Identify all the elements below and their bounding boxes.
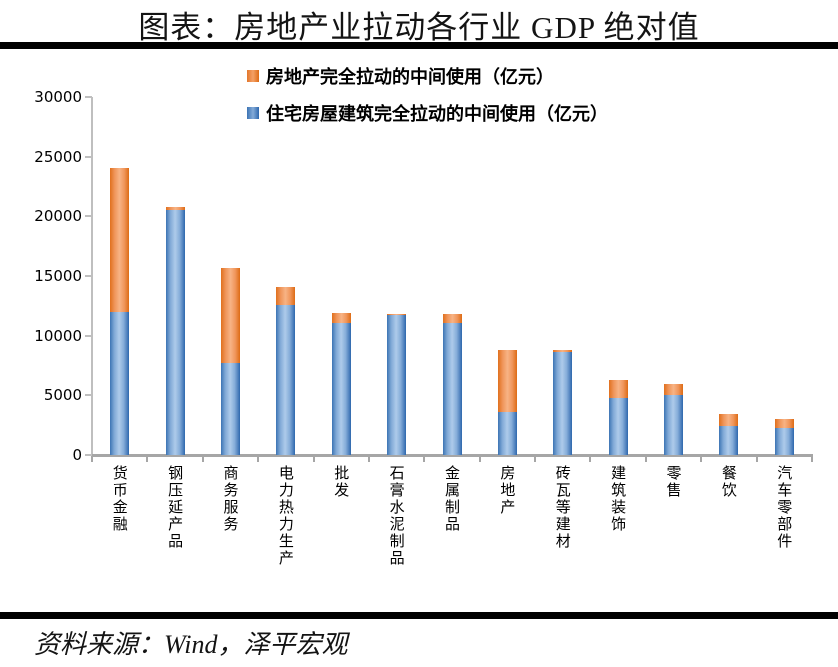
x-axis-category-label: 批发 (332, 465, 349, 499)
footer-divider (0, 612, 838, 619)
x-axis-category-label: 货币金融 (110, 465, 127, 533)
y-axis-tick (85, 334, 92, 337)
bar-segment (774, 428, 794, 455)
bar-segment (442, 322, 462, 455)
y-axis-tick (85, 394, 92, 397)
x-axis-tick (91, 457, 93, 462)
legend-label-real-estate: 房地产完全拉动的中间使用（亿元） (266, 66, 554, 87)
y-axis-tick-label: 5000 (43, 386, 82, 405)
bar-segment (331, 323, 351, 455)
legend-label-residential-building: 住宅房屋建筑完全拉动的中间使用（亿元） (266, 103, 608, 124)
bar-segment (497, 412, 517, 455)
y-axis-tick-label: 0 (72, 446, 82, 464)
y-axis-tick (85, 454, 92, 456)
x-axis-tick (367, 457, 370, 462)
y-axis-tick-label: 30000 (34, 88, 82, 106)
bar-segment (553, 349, 573, 352)
bar-segment (165, 206, 185, 211)
y-axis-tick-label: 15000 (34, 267, 82, 285)
bar-segment (442, 314, 462, 323)
bar-segment (774, 419, 794, 429)
source-note: 资料来源：Wind，泽平宏观 (34, 630, 348, 659)
title-divider (0, 42, 838, 49)
y-axis-tick (85, 155, 92, 158)
x-axis-category-label: 零售 (664, 465, 681, 499)
bar-segment (387, 313, 407, 315)
bar-segment (110, 311, 130, 455)
bar-segment (719, 414, 739, 427)
x-axis-category-label: 商务服务 (221, 465, 238, 533)
legend-swatch-orange-icon (247, 69, 259, 82)
x-axis-category-label: 石膏水泥制品 (387, 465, 404, 567)
x-axis-tick (534, 457, 537, 462)
y-axis-tick (85, 215, 92, 218)
legend-item-real-estate: 房地产完全拉动的中间使用（亿元） (247, 57, 608, 94)
page-title: 图表：房地产业拉动各行业 GDP 绝对值 (138, 10, 700, 45)
x-axis-tick (811, 457, 813, 462)
x-axis-category-label: 金属制品 (443, 465, 459, 533)
bar-segment (220, 363, 240, 455)
bar-segment (276, 304, 296, 455)
x-axis-category-label: 电力热力生产 (276, 465, 293, 567)
x-axis-tick (589, 457, 592, 462)
x-axis-tick (423, 457, 426, 462)
bar-segment (110, 168, 130, 312)
bar-segment (497, 349, 517, 413)
y-axis-tick (85, 96, 92, 98)
bar-segment (608, 397, 628, 455)
bar-segment (276, 286, 296, 305)
x-axis-tick (478, 457, 481, 462)
x-axis-category-label: 汽车零部件 (775, 465, 792, 550)
bar-segment (608, 380, 628, 398)
x-axis-tick (644, 457, 647, 462)
bar-segment (664, 395, 684, 455)
legend-swatch-blue-icon (247, 106, 259, 119)
x-axis-category-label: 钢压延产品 (166, 465, 183, 550)
x-axis-tick (312, 457, 315, 462)
bar-segment (553, 351, 573, 455)
y-axis-tick (85, 275, 92, 277)
x-axis-category-label: 餐饮 (719, 465, 736, 499)
bar-segment (719, 426, 739, 455)
x-axis-line (91, 454, 813, 457)
x-axis-category-label: 砖瓦等建材 (553, 465, 570, 550)
bar-segment (387, 314, 407, 455)
x-axis-category-label: 房地产 (498, 465, 515, 516)
y-axis-tick-label: 10000 (34, 326, 82, 345)
y-axis-line (91, 97, 93, 456)
y-axis-tick-label: 20000 (34, 207, 82, 226)
x-axis-tick (700, 457, 703, 462)
legend-item-residential-building: 住宅房屋建筑完全拉动的中间使用（亿元） (247, 94, 608, 131)
bar-segment (165, 210, 185, 455)
x-axis-tick (146, 457, 149, 462)
y-axis-tick-label: 25000 (34, 147, 82, 166)
x-axis-tick (257, 457, 260, 462)
chart-legend: 房地产完全拉动的中间使用（亿元） 住宅房屋建筑完全拉动的中间使用（亿元） (247, 57, 608, 131)
x-axis-tick (755, 457, 758, 462)
bar-segment (331, 312, 351, 324)
x-axis-category-label: 建筑装饰 (609, 465, 626, 533)
x-axis-tick (201, 457, 204, 462)
bar-segment (664, 383, 684, 396)
bar-segment (220, 267, 240, 364)
